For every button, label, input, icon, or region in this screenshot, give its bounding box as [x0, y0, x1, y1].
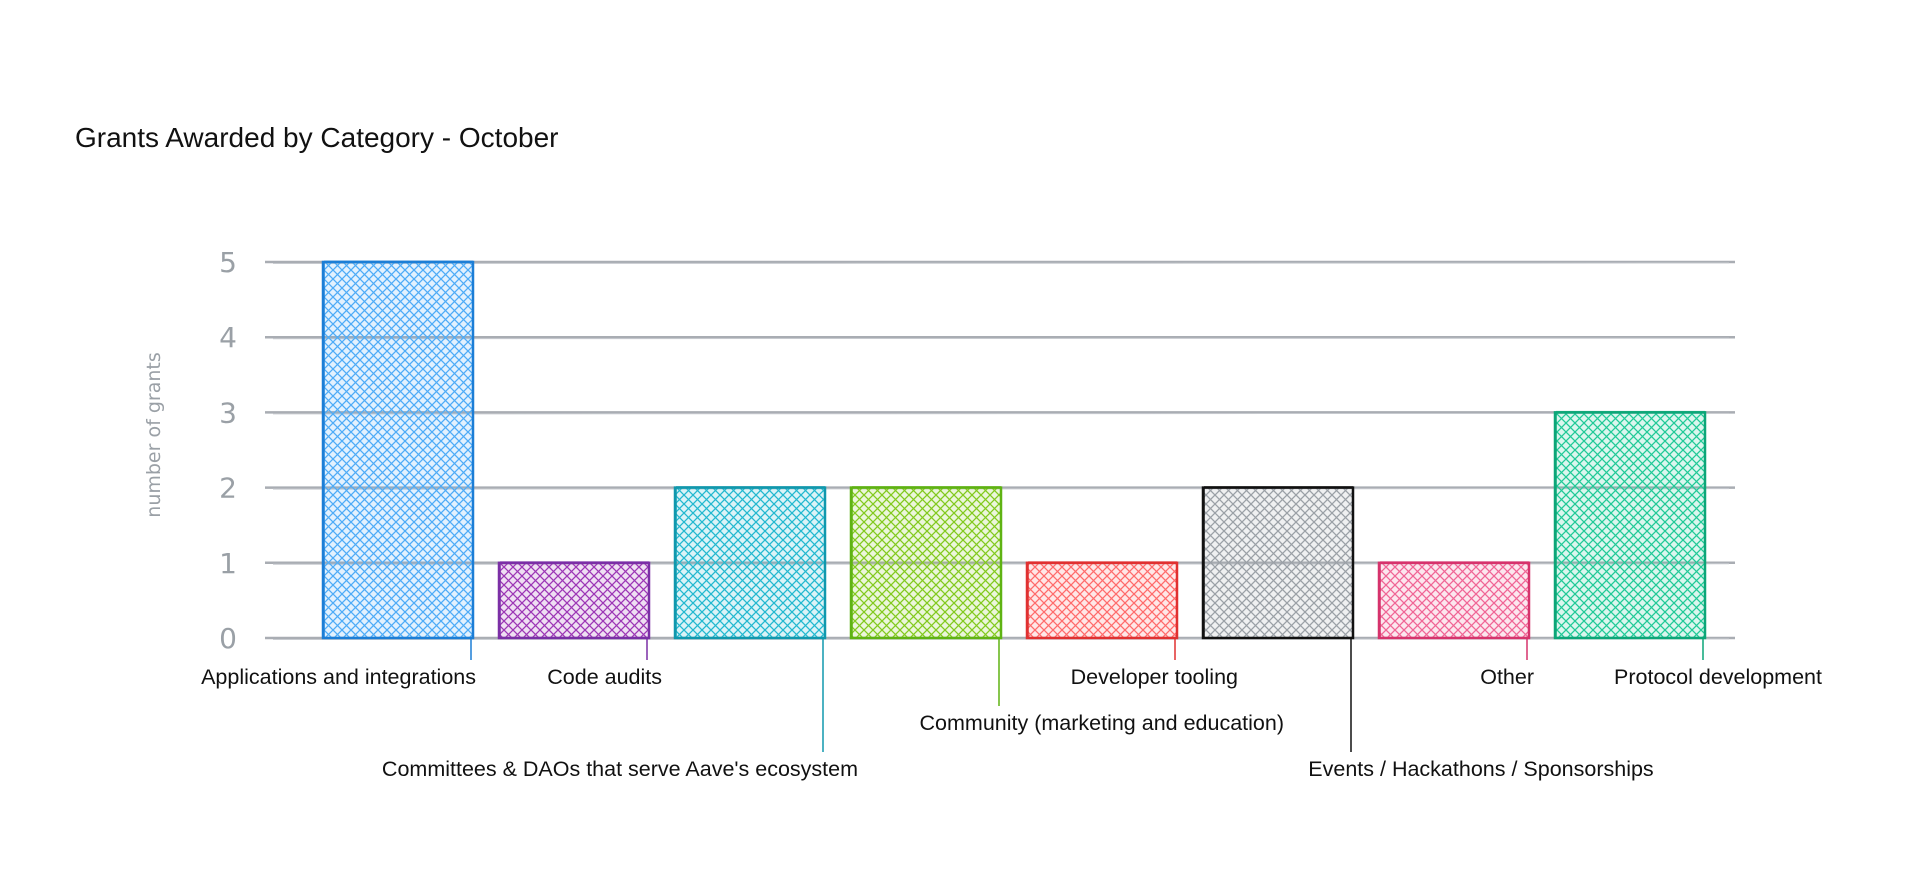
y-tick-label: 5	[219, 246, 237, 279]
category-label: Community (marketing and education)	[920, 711, 1284, 735]
category-label: Committees & DAOs that serve Aave's ecos…	[382, 757, 858, 781]
bar	[1201, 486, 1355, 640]
category-label: Events / Hackathons / Sponsorships	[1308, 757, 1653, 781]
y-tick-label: 3	[219, 396, 237, 429]
bar	[1377, 561, 1531, 640]
bar	[673, 486, 827, 640]
bar-outline	[676, 486, 825, 639]
category-labels: Applications and integrations Code audits…	[201, 665, 1822, 781]
bar	[497, 561, 651, 640]
y-tick-label: 2	[219, 472, 237, 505]
category-label: Protocol development	[1614, 665, 1822, 689]
y-tick-label: 4	[219, 321, 237, 354]
y-tick-label: 1	[219, 547, 237, 580]
bar-outline	[852, 486, 1001, 639]
bar-outline	[1028, 561, 1177, 639]
category-label: Applications and integrations	[201, 665, 476, 689]
bars	[321, 260, 1707, 640]
label-leader-lines	[470, 638, 1704, 752]
category-label: Developer tooling	[1071, 665, 1238, 689]
chart-title: Grants Awarded by Category - October	[75, 122, 559, 153]
category-label: Code audits	[547, 665, 662, 689]
y-axis-label: number of grants	[143, 352, 165, 517]
bar	[1025, 561, 1179, 640]
bar	[321, 260, 475, 640]
y-tick-labels: 0 1 2 3 4 5	[219, 246, 237, 655]
bar	[849, 486, 1003, 640]
bar-outline	[1204, 486, 1353, 639]
bar-outline	[1556, 410, 1705, 639]
bar-outline	[500, 561, 649, 639]
gridline-sketch	[272, 412, 1730, 415]
bar	[1553, 411, 1707, 640]
category-label: Other	[1480, 665, 1534, 689]
y-tick-label: 0	[219, 622, 237, 655]
bar-outline	[1380, 561, 1529, 639]
gridline-sketch	[272, 337, 1730, 340]
bar-outline	[324, 260, 473, 639]
gridline-sketch	[272, 262, 1730, 264]
